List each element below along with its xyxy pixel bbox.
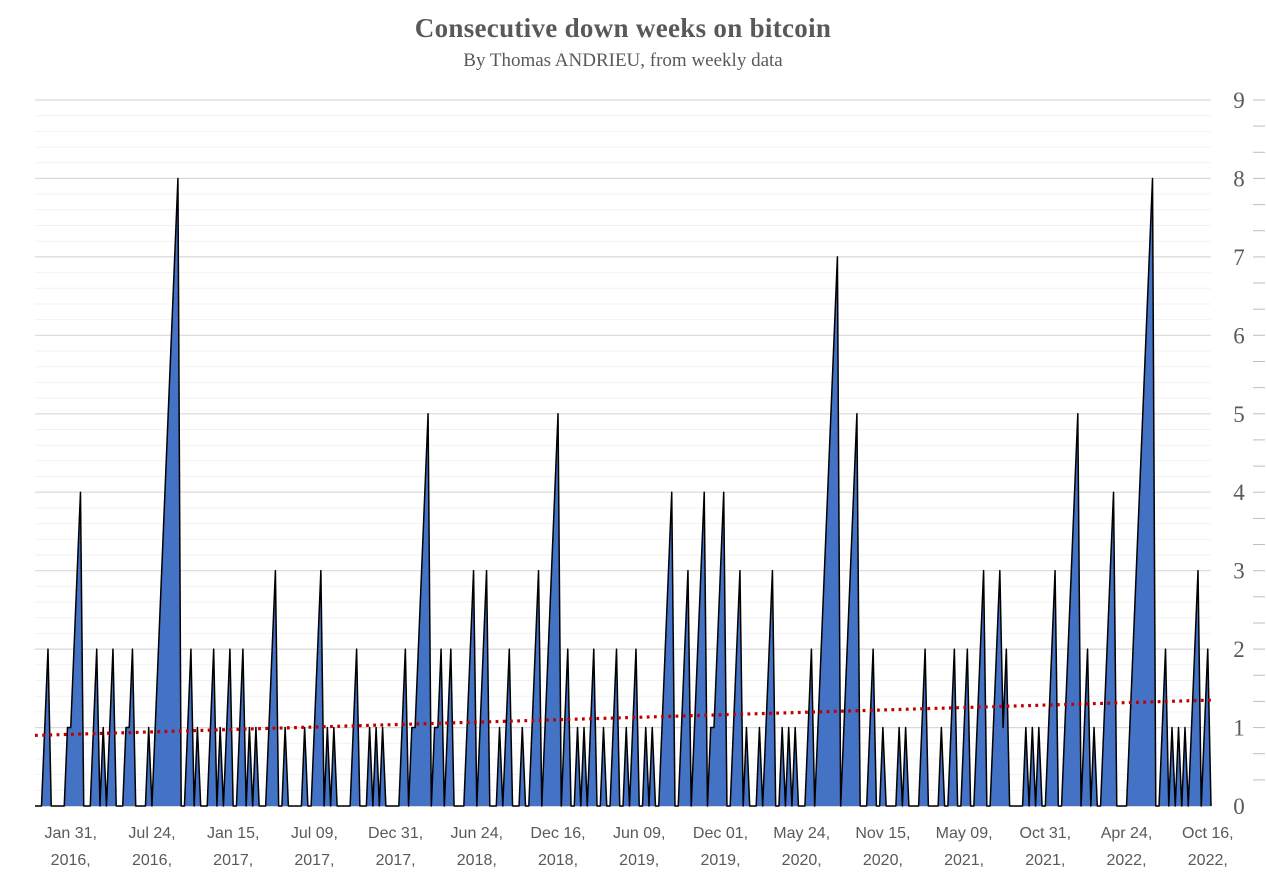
y-axis-label: 9 [1233, 88, 1245, 113]
x-axis-label: Dec 31, 2017, [368, 825, 423, 869]
y-axis-label: 1 [1233, 716, 1245, 741]
x-axis-label: May 24, 2020, [773, 825, 830, 869]
trendline [34, 698, 1212, 737]
x-axis-label: Apr 24, 2022, [1101, 825, 1153, 869]
chart-subtitle: By Thomas ANDRIEU, from weekly data [463, 50, 783, 71]
y-axis-label: 0 [1233, 794, 1245, 819]
y-axis-label: 2 [1233, 637, 1245, 662]
x-axis-label: Jul 09, 2017, [291, 825, 338, 869]
x-axis-label: Jun 24, 2018, [451, 825, 503, 869]
x-axis-label: May 09, 2021, [936, 825, 993, 869]
y-axis-label: 4 [1233, 480, 1245, 505]
x-axis-label: Nov 15, 2020, [855, 825, 910, 869]
x-axis-label: Jan 15, 2017, [207, 825, 259, 869]
x-axis-label: Jan 31, 2016, [44, 825, 96, 869]
x-axis-label: Oct 16, 2022, [1182, 825, 1234, 869]
chart-title: Consecutive down weeks on bitcoin [414, 13, 832, 43]
x-axis-label: Dec 01, 2019, [693, 825, 748, 869]
x-axis-label: Oct 31, 2021, [1020, 825, 1072, 869]
area-series-outline [35, 177, 1212, 807]
y-axis-label: 7 [1233, 245, 1245, 270]
x-axis-label: Jun 09, 2019, [613, 825, 665, 869]
y-axis-label: 6 [1233, 323, 1245, 348]
x-axis-label: Dec 16, 2018, [530, 825, 585, 869]
y-axis-label: 5 [1233, 402, 1245, 427]
y-axis-label: 8 [1233, 166, 1245, 191]
x-axis-label: Jul 24, 2016, [128, 825, 175, 869]
y-axis-label: 3 [1233, 559, 1245, 584]
